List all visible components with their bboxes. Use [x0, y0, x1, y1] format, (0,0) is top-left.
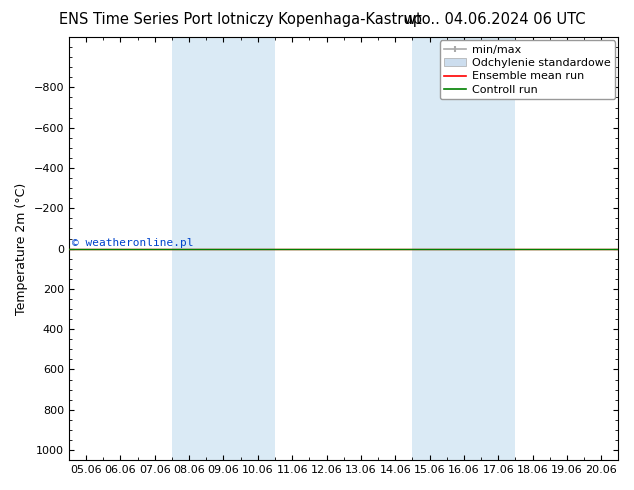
Bar	[172, 37, 275, 460]
Text: © weatheronline.pl: © weatheronline.pl	[72, 239, 193, 248]
Bar	[412, 37, 515, 460]
Legend: min/max, Odchylenie standardowe, Ensemble mean run, Controll run: min/max, Odchylenie standardowe, Ensembl…	[440, 40, 615, 99]
Text: wto.. 04.06.2024 06 UTC: wto.. 04.06.2024 06 UTC	[404, 12, 585, 27]
Text: ENS Time Series Port lotniczy Kopenhaga-Kastrup: ENS Time Series Port lotniczy Kopenhaga-…	[60, 12, 422, 27]
Y-axis label: Temperature 2m (°C): Temperature 2m (°C)	[15, 182, 28, 315]
